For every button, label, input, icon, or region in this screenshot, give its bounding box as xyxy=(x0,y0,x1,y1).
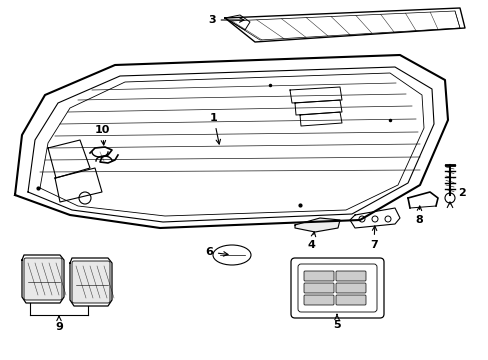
Text: 1: 1 xyxy=(209,113,220,144)
Text: 3: 3 xyxy=(207,15,244,25)
Text: 5: 5 xyxy=(332,314,340,330)
Text: 10: 10 xyxy=(95,125,110,145)
FancyBboxPatch shape xyxy=(304,295,333,305)
Ellipse shape xyxy=(213,245,250,265)
Text: 7: 7 xyxy=(369,226,377,250)
FancyBboxPatch shape xyxy=(304,271,333,281)
Text: 8: 8 xyxy=(414,206,422,225)
FancyBboxPatch shape xyxy=(290,258,383,318)
FancyBboxPatch shape xyxy=(297,264,376,312)
Text: 2: 2 xyxy=(457,188,465,198)
FancyBboxPatch shape xyxy=(335,271,365,281)
FancyBboxPatch shape xyxy=(304,283,333,293)
FancyBboxPatch shape xyxy=(72,261,110,303)
Text: 9: 9 xyxy=(55,316,63,332)
FancyBboxPatch shape xyxy=(24,258,62,300)
Text: 4: 4 xyxy=(307,232,315,250)
Polygon shape xyxy=(294,218,339,232)
FancyBboxPatch shape xyxy=(335,295,365,305)
Text: 6: 6 xyxy=(204,247,227,257)
FancyBboxPatch shape xyxy=(335,283,365,293)
